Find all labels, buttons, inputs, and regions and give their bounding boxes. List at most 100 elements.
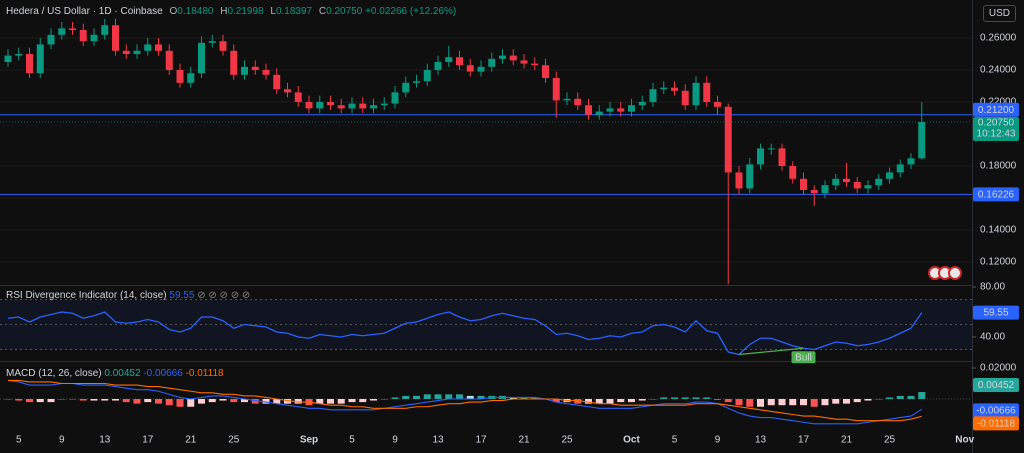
- macd-histogram-bar: [724, 398, 732, 403]
- candle-body: [488, 58, 496, 67]
- candle-body: [531, 63, 539, 66]
- macd-legend: MACD (12, 26, close) 0.00452 -0.00666 -0…: [6, 368, 224, 379]
- divergence-line: [738, 347, 804, 356]
- candle-body: [509, 55, 517, 61]
- macd-histogram-bar: [26, 398, 33, 403]
- macd-histogram-bar: [778, 398, 786, 406]
- candle-body: [402, 82, 410, 93]
- macd-histogram-bar: [531, 397, 539, 399]
- macd-histogram-bar: [896, 395, 904, 399]
- macd-histogram-bar: [155, 398, 162, 404]
- candle-body: [241, 66, 248, 75]
- macd-histogram-bar: [918, 391, 926, 399]
- level-label-box: [973, 187, 1019, 202]
- x-tick-label: 9: [392, 435, 398, 446]
- candle-body: [778, 148, 786, 167]
- candle-body: [703, 82, 711, 103]
- candle-body: [896, 164, 904, 173]
- rsi-title[interactable]: RSI Divergence Indicator (14, close): [6, 290, 167, 301]
- macd-histogram-bar: [714, 398, 721, 400]
- candle-body: [714, 102, 721, 107]
- macd-title[interactable]: MACD (12, 26, close): [6, 368, 102, 379]
- candle-body: [853, 182, 861, 189]
- candle-body: [284, 89, 291, 93]
- macd-line: [7, 379, 923, 425]
- macd-histogram-bar: [606, 398, 614, 404]
- macd-histogram-bar: [208, 398, 216, 403]
- candle-body: [305, 102, 313, 109]
- signal-value: -0.01118: [185, 368, 224, 379]
- candle-body: [671, 87, 678, 91]
- x-tick-label: 13: [99, 435, 111, 446]
- macd-histogram-bar: [294, 398, 302, 404]
- macd-histogram-bar: [176, 398, 184, 407]
- macd-histogram-bar: [15, 398, 23, 401]
- candle-body: [520, 60, 528, 64]
- macd-histogram-bar: [767, 398, 775, 406]
- macd-histogram-bar: [843, 398, 850, 404]
- ohlc-value: 0.18397: [275, 6, 313, 17]
- macd-label: -0.00666: [976, 405, 1016, 416]
- macd-histogram-bar: [703, 397, 711, 399]
- macd-histogram-bar: [456, 394, 463, 399]
- y-tick-label: 40.00: [980, 332, 1005, 343]
- macd-histogram-bar: [230, 398, 238, 403]
- candle-body: [918, 122, 926, 159]
- candle-body: [434, 62, 442, 71]
- macd-histogram-bar: [327, 398, 334, 404]
- flag-icon[interactable]: [948, 266, 962, 280]
- x-tick-label: Sep: [300, 435, 318, 446]
- rsi-legend: RSI Divergence Indicator (14, close) 59.…: [6, 290, 250, 301]
- candle-body: [499, 55, 506, 59]
- candle-body: [864, 185, 872, 189]
- macd-histogram-bar: [832, 398, 840, 404]
- candle-body: [563, 98, 571, 101]
- y-tick-label: 0.26000: [980, 33, 1017, 44]
- symbol[interactable]: Hedera / US Dollar · 1D · Coinbase: [6, 6, 163, 17]
- candle-body: [230, 50, 238, 75]
- candle-body: [262, 70, 270, 75]
- macd-histogram-bar: [165, 398, 173, 406]
- last-price-label: 0.20750: [978, 118, 1015, 129]
- candle-body: [423, 70, 431, 82]
- macd-histogram-bar: [241, 398, 248, 403]
- macd-histogram-bar: [595, 398, 603, 404]
- signal-label-box: [973, 416, 1019, 431]
- candle-body: [552, 78, 560, 101]
- x-tick-label: 25: [561, 435, 573, 446]
- candle-body: [585, 105, 592, 115]
- macd-histogram-bar: [391, 397, 399, 399]
- candle-body: [359, 103, 367, 109]
- x-tick-label: 17: [475, 435, 487, 446]
- y-tick-label: 0.12000: [980, 257, 1017, 268]
- candle-body: [251, 66, 259, 71]
- macd-histogram-bar: [520, 397, 528, 399]
- macd-histogram-bar: [36, 398, 44, 403]
- candle-body: [907, 158, 915, 165]
- macd-histogram-bar: [574, 398, 582, 404]
- currency-button[interactable]: USD: [982, 5, 1016, 22]
- x-tick-label: Nov: [955, 435, 974, 446]
- candle-body: [165, 50, 173, 71]
- macd-histogram-bar: [47, 398, 55, 403]
- ohlc-label: L: [270, 6, 276, 17]
- candle-body: [26, 54, 33, 74]
- candle-body: [574, 98, 582, 106]
- macd-hist-label-box: [973, 377, 1019, 392]
- macd-histogram-bar: [79, 398, 87, 401]
- x-tick-label: 21: [841, 435, 853, 446]
- macd-histogram-bar: [681, 397, 689, 399]
- x-tick-label: 17: [798, 435, 810, 446]
- level-label: 0.16226: [978, 190, 1015, 201]
- y-tick-label: 0.02000: [980, 363, 1017, 374]
- macd-histogram-bar: [810, 398, 818, 407]
- macd-histogram-bar: [585, 398, 592, 404]
- x-tick-label: 9: [59, 435, 65, 446]
- level-label-box: [973, 102, 1019, 117]
- ohlc-label: H: [220, 6, 228, 17]
- macd-histogram-bar: [477, 395, 485, 399]
- macd-histogram-bar: [886, 397, 893, 399]
- x-tick-label: 13: [755, 435, 767, 446]
- macd-histogram-bar: [692, 397, 700, 399]
